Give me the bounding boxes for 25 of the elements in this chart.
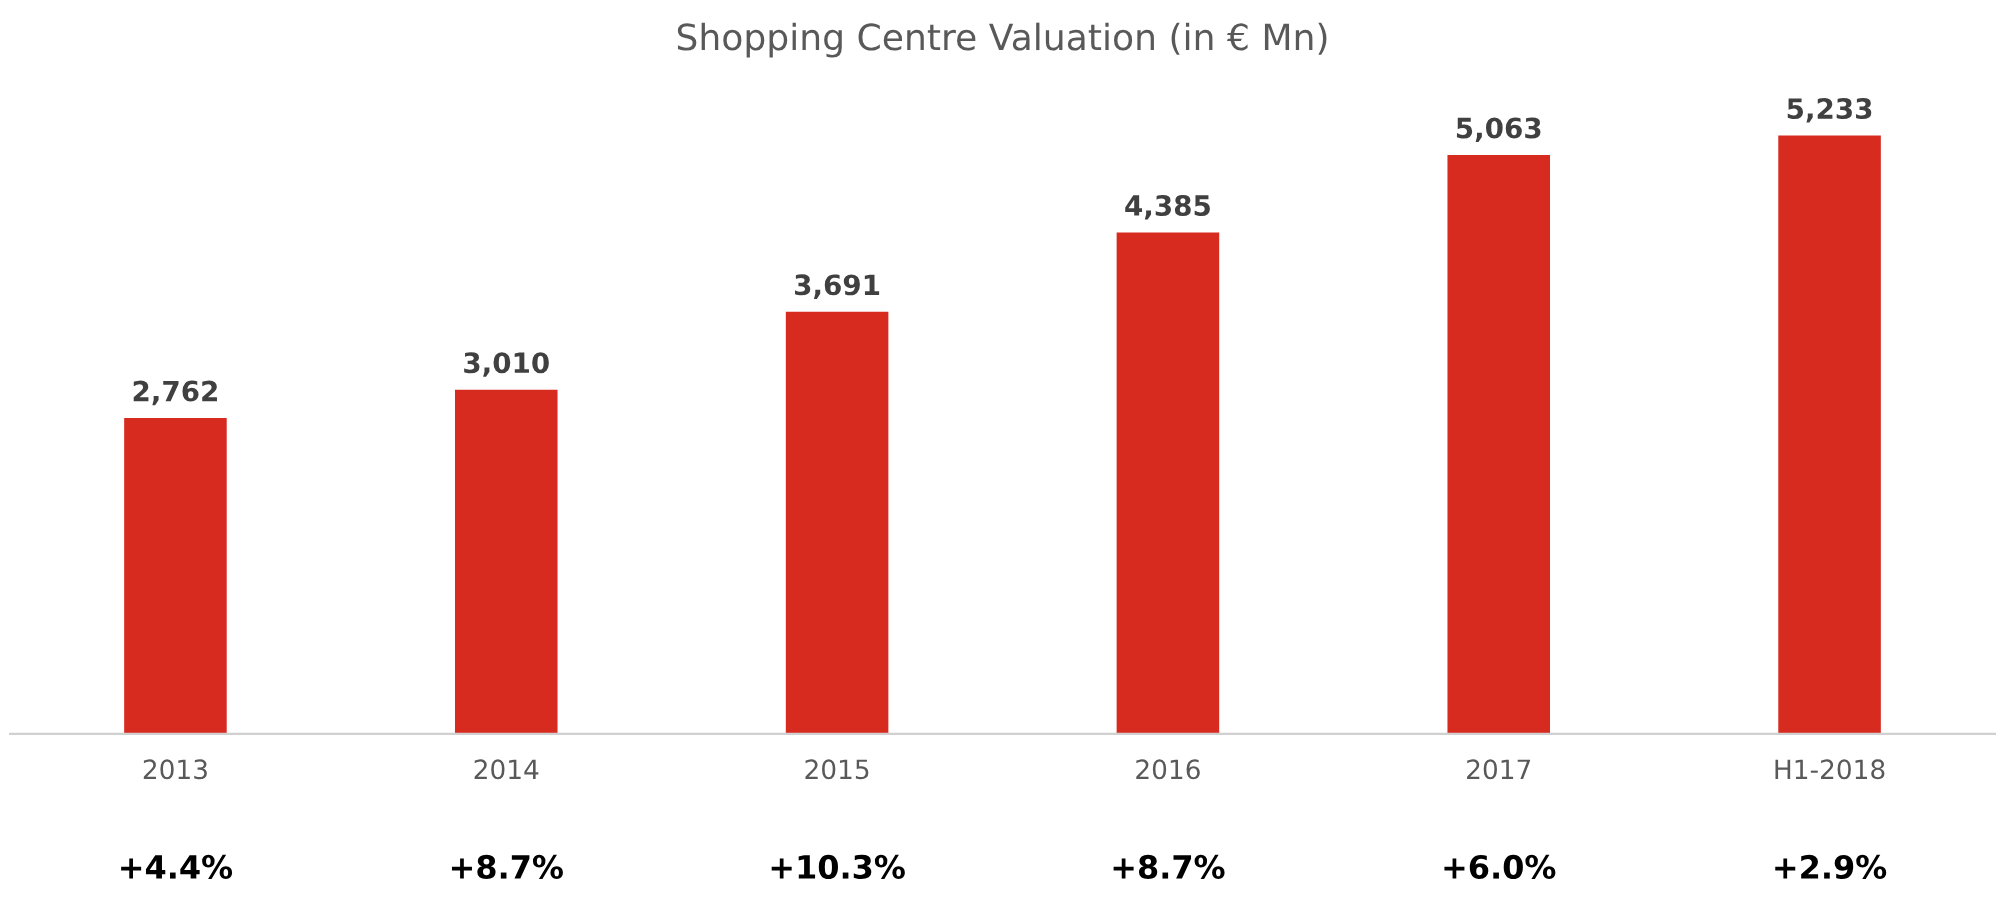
bar [124,418,227,734]
x-tick-label: 2015 [805,759,869,780]
data-label: 4,385 [1125,195,1210,220]
x-tick-label: 2016 [1136,759,1200,780]
bar [1778,135,1881,734]
text: +8.7% [451,854,563,880]
x-tick-label: 2013 [143,759,207,780]
data-label: 3,691 [795,274,880,299]
chart-title: Shopping Centre Valuation (in € Mn) [677,22,1327,58]
bar [785,311,889,734]
text: +2.9% [1775,854,1887,880]
x-tick-label: H1-2018 [1775,759,1885,780]
data-label: 3,010 [464,352,549,377]
data-label: 2,762 [133,380,217,406]
text: +10.3% [771,854,905,880]
bar [1447,154,1551,734]
x-tick-label: 2017 [1467,759,1531,780]
bar [454,389,558,734]
text: +6.0% [1444,854,1556,880]
bar [1116,232,1220,734]
x-tick-label: 2014 [474,759,539,780]
data-label: 5,063 [1456,117,1541,143]
text: +4.4% [121,854,233,880]
data-label: 5,233 [1787,98,1872,123]
text: +8.7% [1113,854,1225,880]
